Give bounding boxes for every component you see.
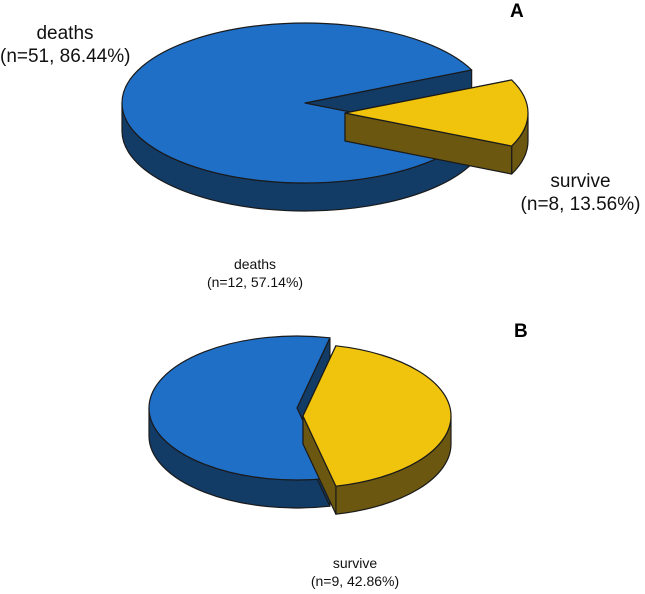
- slice-label-a-survive-name: survive: [550, 171, 611, 192]
- slice-label-b-survive: survive (n=9, 42.86%): [300, 554, 410, 590]
- slice-label-b-survive-count: (n=9, 42.86%): [310, 573, 400, 589]
- pie-slice-a-survive: [344, 79, 529, 175]
- slice-label-a-survive-count: (n=8, 13.56%): [520, 194, 641, 215]
- slice-label-b-deaths-count: (n=12, 57.14%): [206, 274, 304, 290]
- pie-chart-a: [121, 22, 529, 212]
- slice-label-a-survive: survive (n=8, 13.56%): [518, 170, 643, 216]
- slice-label-b-deaths: deaths (n=12, 57.14%): [195, 255, 315, 291]
- panel-letter-a: A: [510, 1, 524, 22]
- pie-chart-b: [148, 335, 452, 515]
- pie-slice-b-survive: [302, 345, 452, 515]
- slice-label-a-deaths: deaths (n=51, 86.44%): [0, 22, 130, 68]
- slice-label-a-deaths-count: (n=51, 86.44%): [0, 46, 131, 67]
- panel-letter-b: B: [514, 321, 528, 342]
- slice-label-b-deaths-name: deaths: [233, 256, 277, 272]
- slice-label-b-survive-name: survive: [332, 555, 378, 571]
- slice-label-a-deaths-name: deaths: [36, 23, 94, 44]
